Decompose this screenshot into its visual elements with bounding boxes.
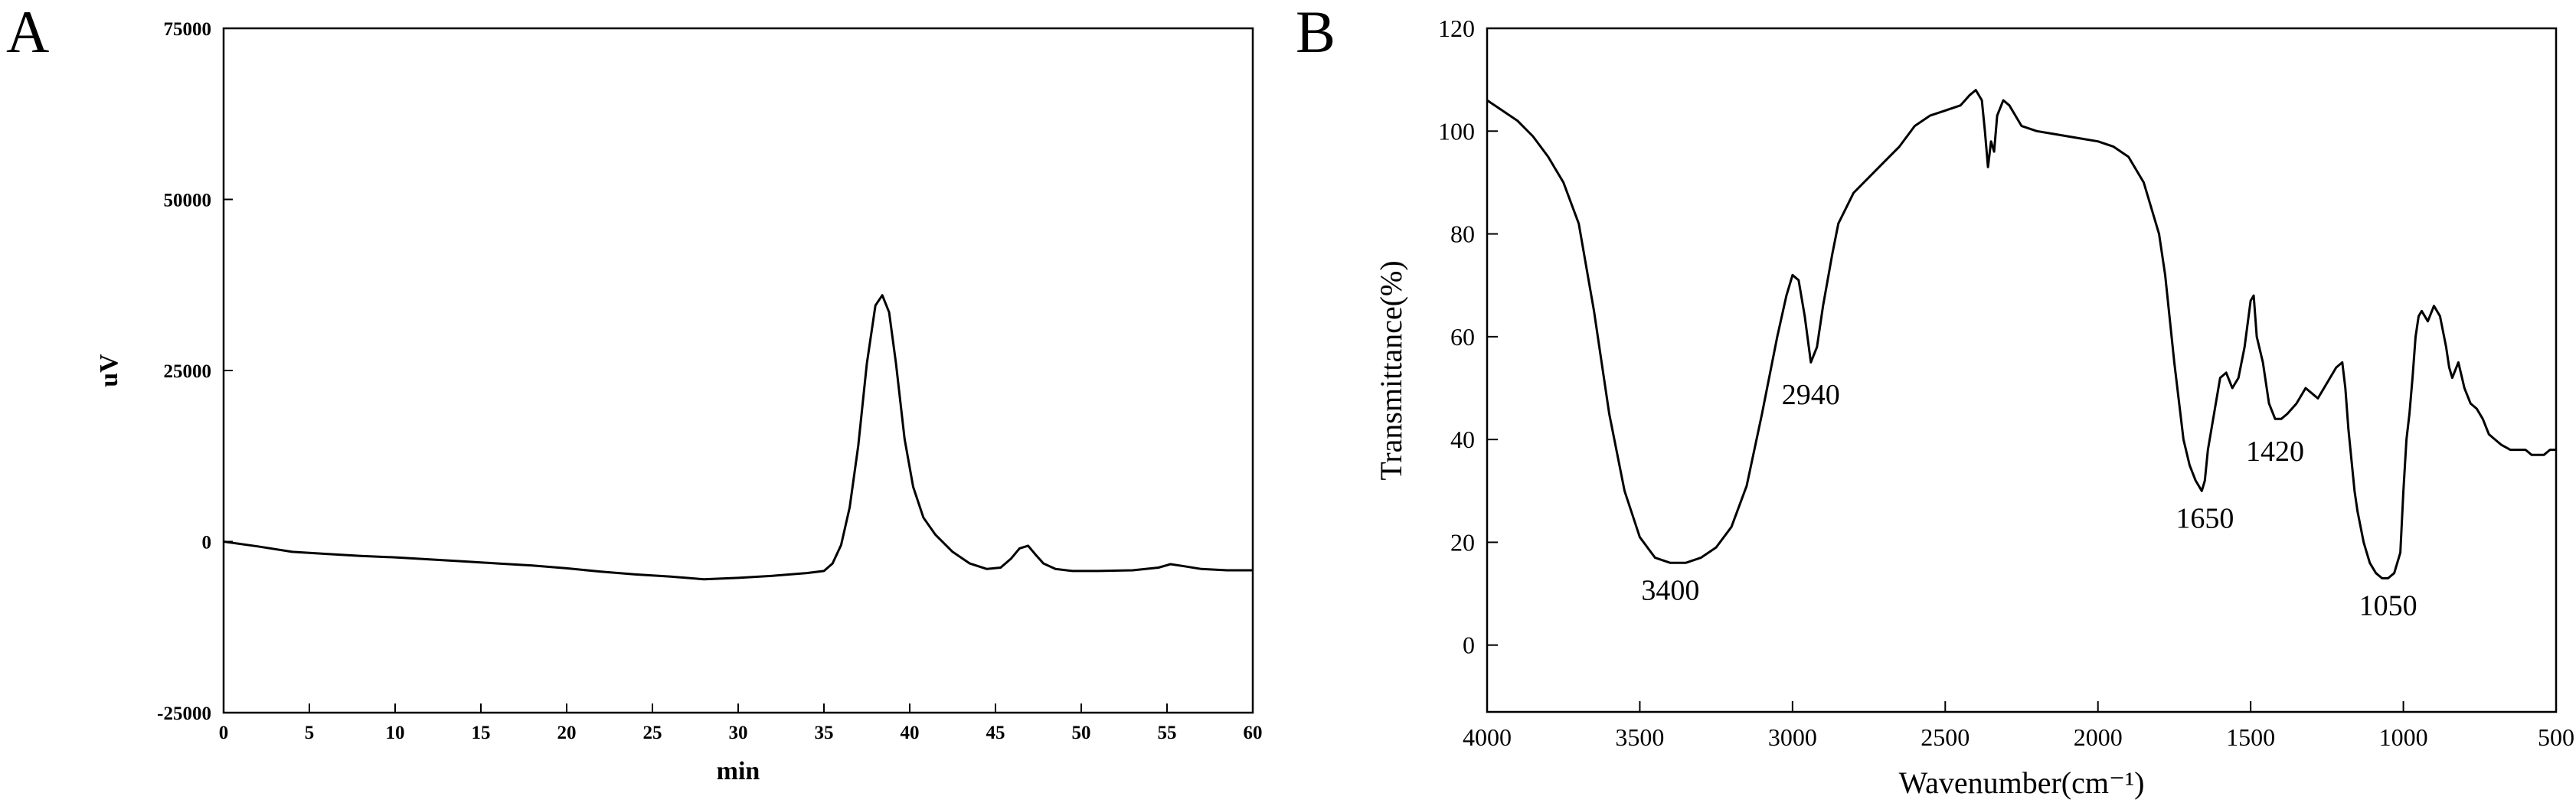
chartB-x-tick-label: 1000 — [2379, 723, 2428, 751]
chartA-x-tick-label: 60 — [1244, 723, 1263, 743]
chartB-annotation-label: 1420 — [2246, 436, 2304, 468]
chartA-y-tick-label: 50000 — [164, 191, 212, 211]
chartA-x-tick-label: 55 — [1158, 723, 1177, 743]
chartB-x-tick-label: 1500 — [2226, 723, 2275, 751]
chartA-y-tick-label: 25000 — [164, 361, 212, 382]
chartA-x-tick-label: 40 — [901, 723, 920, 743]
chartB-y-tick-label: 80 — [1450, 220, 1475, 248]
chart-a-y-label: uV — [95, 354, 123, 387]
chartB-y-tick-label: 120 — [1438, 15, 1475, 42]
chartB-x-tick-label: 3500 — [1615, 723, 1664, 751]
chartB-x-tick-label: 3000 — [1768, 723, 1817, 751]
chartA-x-tick-label: 35 — [815, 723, 834, 743]
chart-a-x-label: min — [717, 757, 760, 785]
chartA-y-tick-label: -25000 — [157, 703, 211, 724]
chartB-x-tick-label: 2000 — [2074, 723, 2123, 751]
chartA-x-tick-label: 20 — [557, 723, 577, 743]
chart-a-plot-frame — [222, 27, 1254, 714]
panel-label-a: A — [6, 0, 49, 65]
chartA-x-tick-label: 50 — [1072, 723, 1091, 743]
chartA-y-tick-label: 75000 — [164, 19, 212, 40]
chartA-y-tick-label: 0 — [202, 533, 212, 553]
chartA-x-tick-label: 25 — [643, 723, 662, 743]
chartB-annotation-label: 1650 — [2176, 502, 2234, 534]
chart-b-x-label: Wavenumber(cm⁻¹) — [1899, 765, 2145, 800]
chartB-y-tick-label: 20 — [1450, 528, 1475, 556]
chartA-x-tick-label: 30 — [729, 723, 748, 743]
chartA-x-tick-label: 10 — [386, 723, 405, 743]
chartB-y-tick-label: 100 — [1438, 117, 1475, 145]
chart-b: 4000 3500 3000 2500 2000 1500 1000 500 0 20 40 60 80… — [1374, 15, 2574, 800]
chartA-x-tick-label: 0 — [219, 723, 229, 743]
chartB-x-tick-label: 4000 — [1463, 723, 1512, 751]
chartB-y-tick-label: 40 — [1450, 426, 1475, 453]
chartB-y-tick-label: 0 — [1463, 632, 1475, 659]
chart-b-y-label: Transmittance(%) — [1374, 260, 1408, 480]
chart-a: 0 5 10 15 20 25 30 35 40 45 50 55 60 -25000 0 25000 5000… — [95, 19, 1263, 785]
chart-b-series-line — [1486, 89, 2556, 579]
chartB-x-tick-label: 500 — [2538, 723, 2574, 751]
chartB-y-tick-label: 60 — [1450, 323, 1475, 351]
panel-label-b: B — [1296, 0, 1335, 65]
chartB-annotation-label: 2940 — [1782, 379, 1840, 411]
chart-a-series-line — [223, 294, 1253, 581]
chartB-annotation-label: 3400 — [1641, 574, 1699, 606]
chartA-x-tick-label: 15 — [472, 723, 491, 743]
chartA-x-tick-label: 5 — [305, 723, 315, 743]
chartB-x-tick-label: 2500 — [1921, 723, 1970, 751]
chartB-annotation-label: 1050 — [2359, 589, 2417, 622]
chart-b-plot-frame — [1486, 27, 2558, 713]
chartA-x-tick-label: 45 — [986, 723, 1005, 743]
